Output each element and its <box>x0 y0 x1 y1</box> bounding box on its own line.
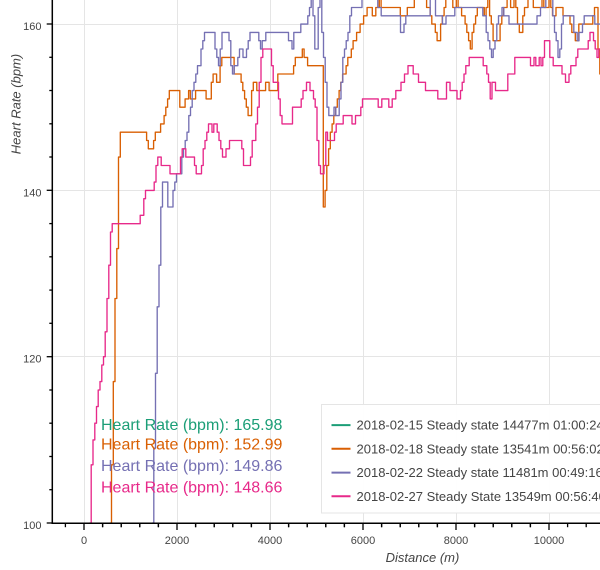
svg-text:Heart Rate (bpm): 148.66: Heart Rate (bpm): 148.66 <box>101 480 283 497</box>
svg-text:2018-02-22 Steady state 11481m: 2018-02-22 Steady state 11481m 00:49:16 <box>357 465 600 480</box>
svg-text:160: 160 <box>23 21 41 33</box>
svg-text:10000: 10000 <box>534 535 565 547</box>
svg-text:Heart Rate (bpm): 149.86: Heart Rate (bpm): 149.86 <box>101 458 283 475</box>
svg-text:Heart Rate (bpm): 165.98: Heart Rate (bpm): 165.98 <box>101 417 283 434</box>
svg-text:Heart Rate (bpm): Heart Rate (bpm) <box>9 54 24 154</box>
svg-text:2000: 2000 <box>165 535 189 547</box>
svg-text:140: 140 <box>23 187 41 199</box>
svg-text:0: 0 <box>81 535 87 547</box>
svg-text:2018-02-15 Steady state 14477m: 2018-02-15 Steady state 14477m 01:00:24 <box>357 418 600 433</box>
svg-text:6000: 6000 <box>351 535 375 547</box>
svg-text:120: 120 <box>23 354 41 366</box>
svg-text:4000: 4000 <box>258 535 282 547</box>
svg-text:100: 100 <box>23 520 41 532</box>
svg-text:2018-02-18 Steady state 13541m: 2018-02-18 Steady state 13541m 00:56:02 <box>357 441 600 456</box>
svg-text:Heart Rate (bpm): 152.99: Heart Rate (bpm): 152.99 <box>101 436 283 453</box>
svg-text:Distance (m): Distance (m) <box>386 550 460 565</box>
svg-text:8000: 8000 <box>444 535 468 547</box>
svg-text:2018-02-27 Steady State 13549m: 2018-02-27 Steady State 13549m 00:56:40 <box>357 489 600 504</box>
